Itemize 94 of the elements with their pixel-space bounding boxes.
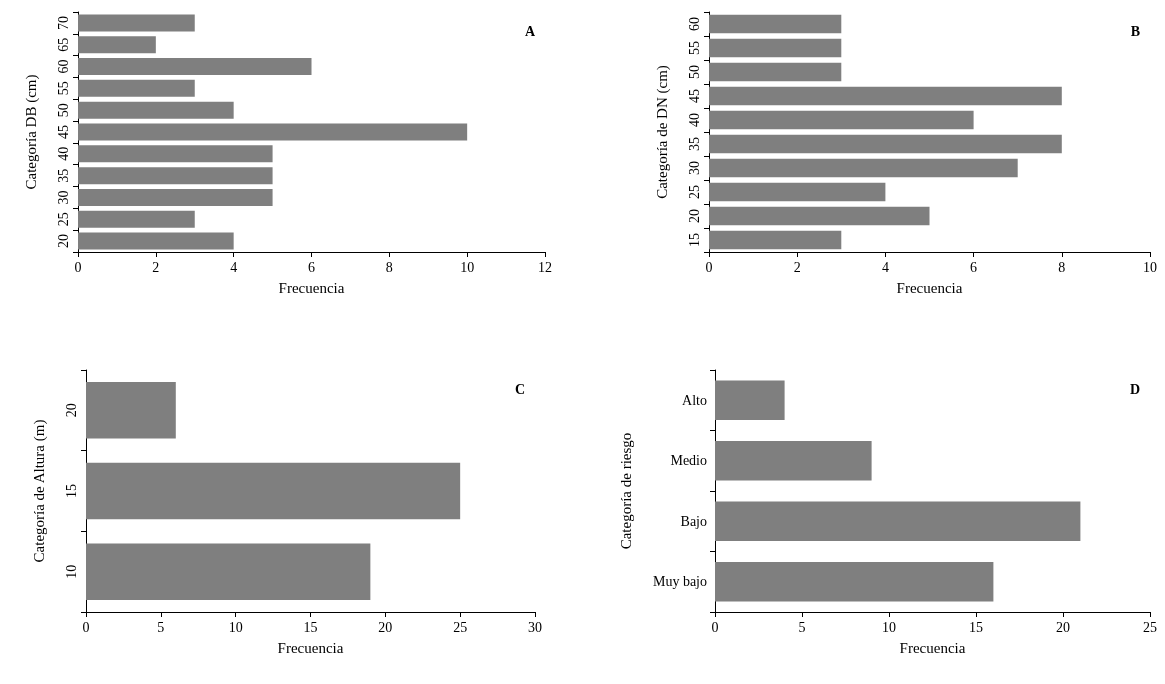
y-tick-label: 35 [55, 168, 71, 183]
y-tick-label: Muy bajo [652, 574, 707, 590]
x-tick-label: 0 [705, 259, 713, 275]
x-tick-label: 0 [82, 619, 90, 635]
bar [78, 167, 273, 185]
y-axis-title: Categoría de DN (cm) [653, 65, 671, 199]
x-axis-title: Frecuencia [899, 639, 966, 656]
x-tick-label: 25 [453, 619, 468, 635]
x-tick-label: 20 [1056, 619, 1070, 635]
bar [715, 501, 1081, 541]
bar [709, 134, 1062, 154]
y-tick-label: 60 [686, 17, 702, 31]
x-tick-label: 6 [308, 259, 315, 275]
bar [86, 382, 176, 439]
bar [715, 380, 785, 420]
y-tick-label: 70 [55, 15, 71, 30]
annotation: B [1130, 23, 1141, 39]
x-tick-label: 15 [969, 619, 983, 635]
annotation: C [514, 381, 526, 397]
x-tick-label: 2 [152, 259, 160, 275]
x-tick-label: 8 [1058, 259, 1066, 275]
bar [709, 14, 842, 34]
bar [78, 58, 312, 76]
y-tick-label: 15 [63, 484, 79, 498]
bar [709, 230, 842, 250]
x-tick-label: 30 [528, 619, 542, 635]
x-tick-label: 8 [385, 259, 393, 275]
x-axis-title: Frecuencia [278, 279, 345, 296]
x-tick-label: 5 [798, 619, 806, 635]
x-tick-label: 0 [711, 619, 719, 635]
y-tick-label: Bajo [680, 513, 707, 529]
x-tick-label: 6 [970, 259, 978, 275]
x-tick-label: 4 [881, 259, 889, 275]
bar [78, 79, 195, 97]
annotation: A [524, 23, 536, 39]
x-tick-label: 15 [303, 619, 318, 635]
bar [78, 36, 156, 54]
x-tick-label: 10 [228, 619, 243, 635]
bar [709, 62, 842, 82]
bar [78, 101, 234, 119]
y-tick-label: 50 [686, 65, 702, 79]
x-tick-label: 12 [538, 259, 552, 275]
bar [78, 145, 273, 163]
y-tick-label: 20 [63, 403, 79, 418]
y-tick-label: 25 [686, 185, 702, 199]
x-tick-label: 10 [882, 619, 896, 635]
x-tick-label: 20 [378, 619, 393, 635]
bar [78, 210, 195, 228]
x-tick-label: 10 [460, 259, 475, 275]
bar [709, 158, 1018, 178]
y-tick-label: 30 [686, 161, 702, 175]
x-tick-label: 4 [230, 259, 238, 275]
bar [709, 86, 1062, 106]
bar [78, 14, 195, 32]
y-tick-label: 35 [686, 137, 702, 151]
bar [709, 110, 974, 130]
bar [78, 232, 234, 250]
x-tick-label: 0 [74, 259, 82, 275]
y-tick-label: 10 [63, 564, 79, 579]
x-tick-label: 2 [793, 259, 801, 275]
y-tick-label: 20 [686, 209, 702, 223]
annotation: D [1129, 381, 1141, 397]
y-tick-label: 50 [55, 103, 71, 118]
bar [78, 188, 273, 206]
x-axis-title: Frecuencia [277, 639, 344, 656]
y-tick-label: 60 [55, 59, 71, 74]
x-tick-label: 10 [1143, 259, 1157, 275]
y-tick-label: 45 [55, 125, 71, 139]
bar [715, 562, 994, 602]
y-tick-label: 40 [686, 113, 702, 127]
bar [86, 462, 461, 520]
y-tick-label: Medio [670, 453, 707, 469]
bar [709, 182, 886, 202]
x-tick-label: 5 [157, 619, 165, 635]
y-tick-label: 20 [55, 234, 71, 249]
bar [715, 441, 872, 481]
y-tick-label: Alto [682, 392, 707, 408]
bar [86, 543, 371, 600]
y-tick-label: 55 [55, 81, 71, 96]
y-tick-label: 30 [55, 190, 71, 205]
y-tick-label: 65 [55, 37, 71, 52]
bar [709, 206, 930, 226]
y-axis-title: Categoría de riesgo [617, 432, 634, 550]
y-tick-label: 40 [55, 146, 71, 161]
y-axis-title: Categoría de Altura (m) [30, 419, 48, 563]
y-tick-label: 15 [686, 233, 702, 247]
bar [78, 123, 468, 141]
y-tick-label: 55 [686, 41, 702, 55]
y-tick-label: 25 [55, 212, 71, 227]
x-tick-label: 25 [1143, 619, 1157, 635]
y-axis-title: Categoría DB (cm) [22, 74, 40, 190]
y-tick-label: 45 [686, 89, 702, 103]
x-axis-title: Frecuencia [896, 279, 963, 296]
bar [709, 38, 842, 58]
